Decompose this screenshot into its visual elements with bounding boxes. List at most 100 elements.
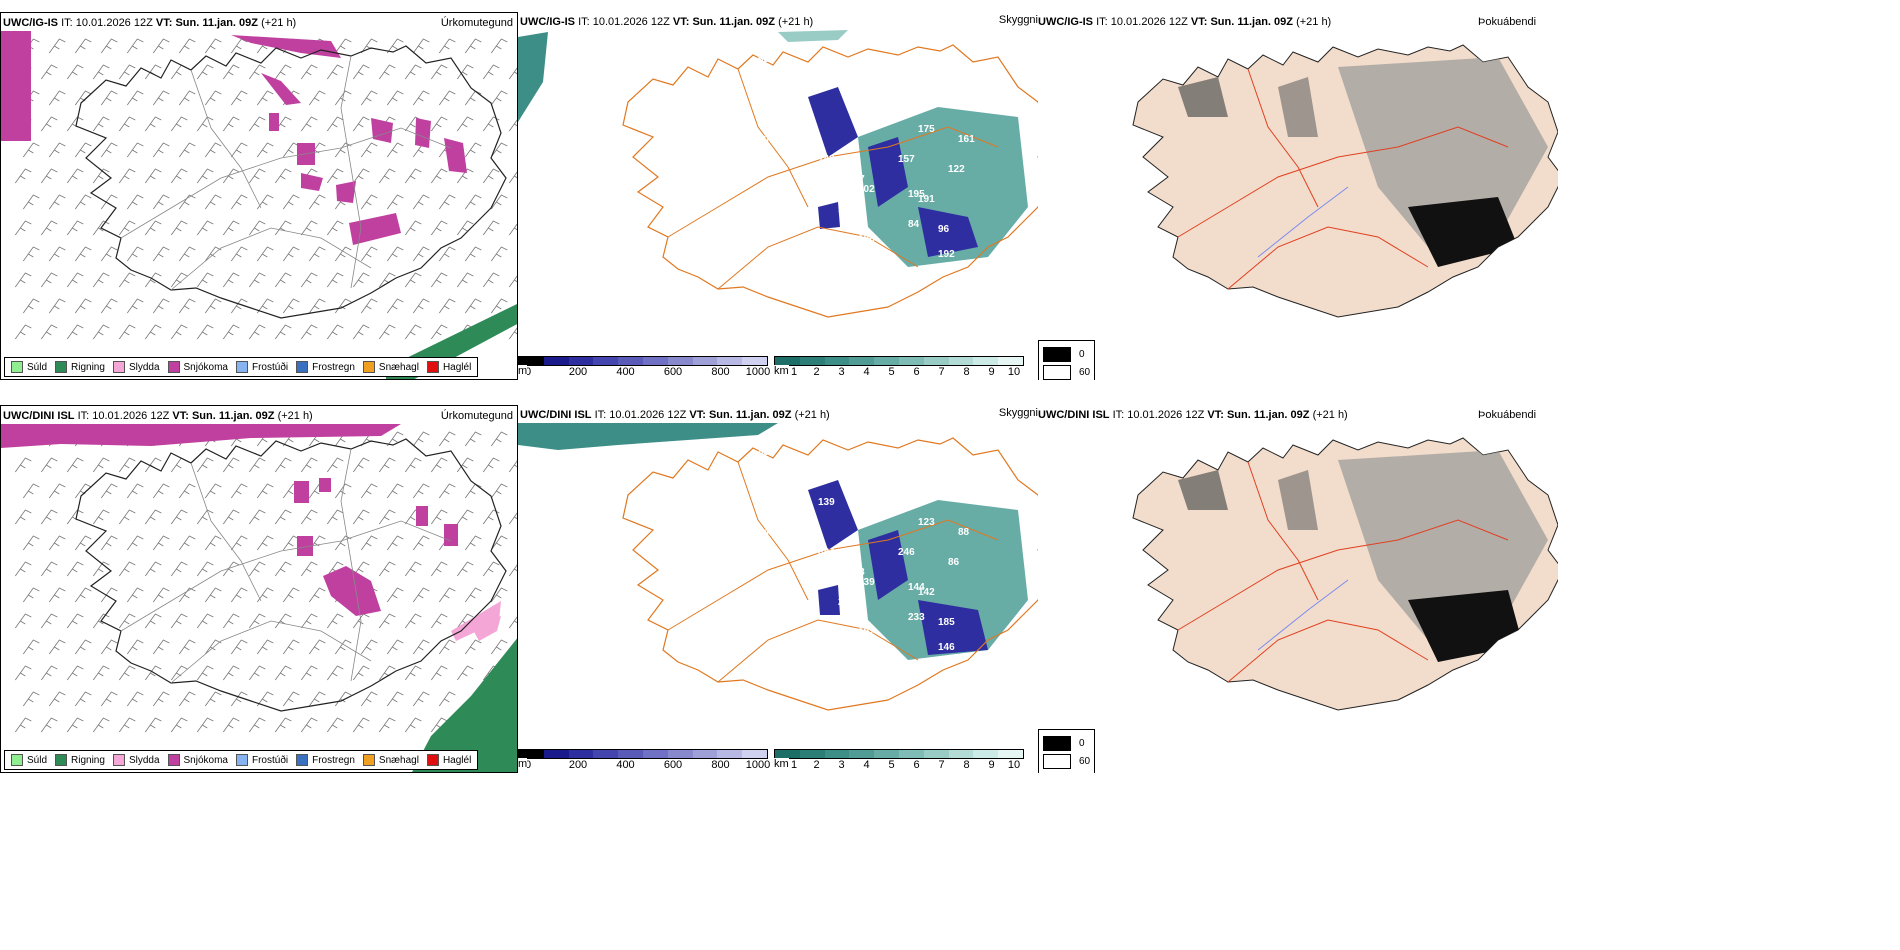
wind-barb [282,194,300,210]
wind-barb [170,168,188,184]
tick-label: 4 [863,759,870,771]
legend-swatch [235,361,248,373]
wind-barb [66,561,84,577]
wind-barb [456,561,474,577]
panel-title: UWC/IG-IS IT: 10.01.2026 12Z VT: Sun. 11… [3,17,297,29]
wind-barb [230,639,248,655]
wind-barb [378,613,396,629]
wind-barb [144,272,162,288]
tick-label: 800 [711,759,730,771]
wind-barbs [14,431,517,733]
wind-barb [430,220,448,236]
wind-barb [274,168,292,184]
wind-barb [386,142,404,158]
wind-barb [178,587,196,603]
visibility-value: 142 [818,154,835,165]
wind-barb [92,64,110,80]
wind-barb [248,509,266,525]
wind-barb [74,691,92,707]
visibility-value: 139 [818,497,835,508]
wind-barb [170,509,188,525]
wind-barb [248,168,266,184]
fog-legend-item: 0 [1043,734,1090,752]
wind-barb [326,64,344,80]
legend-item: Frostúði [235,361,288,373]
wind-barb [464,38,482,54]
wind-barb [300,717,318,733]
wind-barb [508,327,517,340]
wind-barb [326,168,344,184]
wind-barb [490,483,508,499]
wind-barb [352,509,370,525]
wind-barb [222,168,240,184]
wind-barb [308,246,326,262]
wind-barb [222,613,240,629]
legend-swatch [362,754,375,766]
wind-barb [508,275,517,288]
wind-barb [464,90,482,106]
visibility-value: 111 [778,214,794,225]
wind-barb [40,561,58,577]
wind-barb [204,587,222,603]
wind-barb [40,272,58,288]
tick-label: 2 [813,759,820,771]
tick-label: 6 [913,366,920,378]
wind-barb [100,298,118,314]
panel-title: UWC/DINI ISL IT: 10.01.2026 12Z VT: Sun.… [520,409,830,421]
wind-barb [256,246,274,262]
legend-item: Frostúði [235,754,288,766]
wind-barb [118,457,136,473]
wind-barb [438,38,456,54]
tick-label: 1000 [745,759,771,771]
wind-barb [360,90,378,106]
wind-barb [248,220,266,236]
wind-barb [74,298,92,314]
wind-barb [48,194,66,210]
wind-barb [256,194,274,210]
wind-barb [66,613,84,629]
wind-barb [196,561,214,577]
wind-barb [490,298,508,314]
wind-barb [412,639,430,655]
wind-barb [144,168,162,184]
wind-barb [412,90,430,106]
legend-swatch [167,754,180,766]
wind-barb [482,116,500,132]
wind-barb [152,194,170,210]
wind-barb [490,246,508,262]
wind-barb [178,194,196,210]
wind-barb [404,272,422,288]
wind-barb [14,665,32,681]
visibility-value: 192 [858,627,875,638]
legend-item: Snæhagl [362,754,419,766]
legend-item: Slydda [112,361,160,373]
wind-barb [248,717,266,733]
wind-barb [74,535,92,551]
wind-barb [352,272,370,288]
wind-barb [248,561,266,577]
wind-barb [438,587,456,603]
visibility-value: 161 [958,134,975,145]
wind-barb [300,561,318,577]
wind-barb [196,665,214,681]
tick-label: 7 [938,759,945,771]
wind-barb [126,194,144,210]
wind-barb [178,535,196,551]
fog-legend: 0 60 [1038,340,1096,380]
tick-label: 800 [711,366,730,378]
wind-barb [490,639,508,655]
visibility-value: 106 [858,234,875,245]
wind-barb [464,246,482,262]
wind-barb [40,509,58,525]
wind-barb [92,220,110,236]
panel-title: UWC/IG-IS IT: 10.01.2026 12Z VT: Sun. 11… [1038,16,1332,28]
visibility-value: 144 [908,582,925,593]
wind-barbs [14,38,517,340]
wind-barb [126,142,144,158]
wind-barb [230,483,248,499]
wind-barb [326,220,344,236]
wind-barb [14,717,32,733]
wind-barb [386,38,404,54]
visibility-value: 185 [938,617,955,628]
wind-barb [248,272,266,288]
